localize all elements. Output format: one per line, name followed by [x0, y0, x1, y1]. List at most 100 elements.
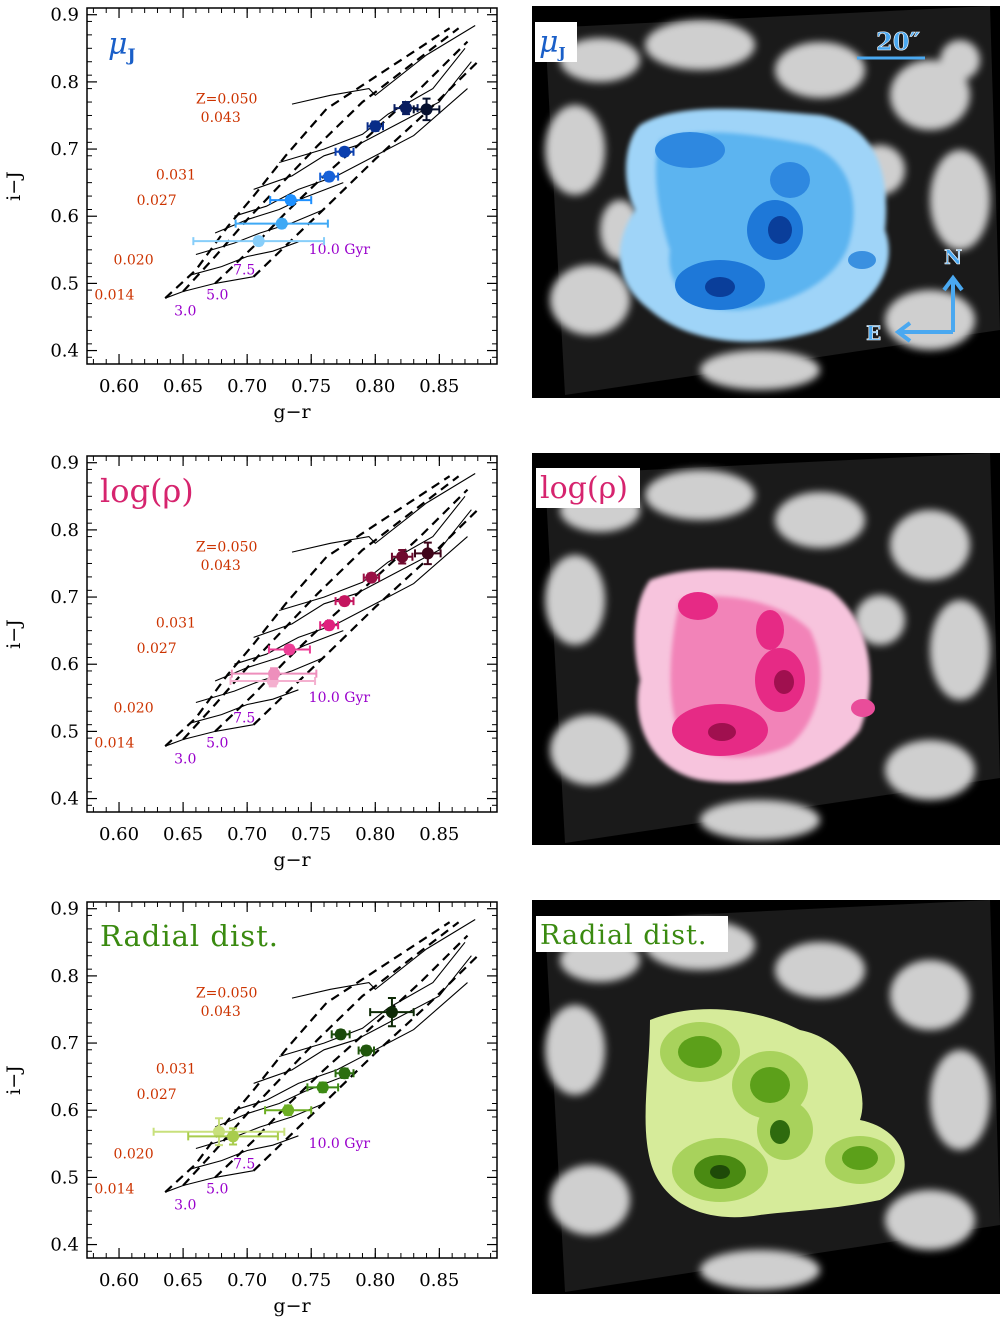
y-tick-label: 0.6: [50, 206, 79, 227]
metallicity-track: [291, 919, 476, 999]
data-point: [366, 120, 384, 133]
x-tick-label: 0.70: [227, 824, 267, 845]
metallicity-label: 0.043: [201, 110, 241, 126]
data-point: [412, 97, 441, 122]
axis-ticks: 0.60 0.65 0.70 0.75 0.80 0.85 0.4 0.5 0.6 0.7 0.8 0…: [50, 899, 497, 1291]
x-tick-label: 0.60: [99, 824, 139, 845]
y-tick-label: 0.4: [50, 1235, 79, 1256]
x-tick-label: 0.60: [99, 1270, 139, 1291]
y-axis-label: i−J: [3, 1065, 25, 1095]
compass: [894, 274, 964, 343]
metallicity-track: [279, 941, 466, 1058]
x-tick-label: 0.60: [99, 376, 139, 397]
density-contours: [634, 569, 875, 783]
galaxy-field: [545, 470, 990, 840]
plot-frame: [86, 7, 498, 365]
radial-contours: [645, 1009, 905, 1218]
x-tick-label: 0.85: [419, 1270, 459, 1291]
x-tick-label: 0.65: [163, 1270, 203, 1291]
age-label: 3.0: [174, 1198, 196, 1214]
data-point: [267, 643, 311, 656]
metallicity-label: 0.043: [201, 1004, 241, 1020]
data-marker: [212, 1125, 225, 1138]
age-label: 7.5: [233, 711, 255, 727]
metallicity-track: [279, 495, 466, 612]
age-label: 10.0 Gyr: [309, 242, 371, 258]
data-point: [269, 194, 313, 207]
galaxy-field: [545, 20, 990, 390]
metallicity-label: Z=0.050: [196, 539, 258, 555]
data-point: [414, 541, 442, 566]
metallicity-label: Z=0.050: [196, 91, 258, 107]
image-title: μJ: [539, 25, 566, 62]
y-tick-label: 0.6: [50, 654, 79, 675]
data-point: [390, 549, 414, 565]
data-points: [152, 997, 415, 1147]
metallicity-track: [234, 982, 468, 1111]
chart-panel-radial-dist: Z=0.050 0.043 0.031 0.027 0.020 0.014 3.0 5.0 7.…: [3, 899, 498, 1317]
plot-frame: [86, 901, 498, 1259]
title-subscript: J: [557, 44, 566, 62]
metallicity-track: [165, 276, 254, 299]
metallicity-track: [195, 1102, 325, 1150]
age-label: 10.0 Gyr: [309, 1136, 371, 1152]
age-label: 7.5: [233, 263, 255, 279]
data-marker: [282, 1104, 295, 1117]
chart-panel-log-rho: Z=0.050 0.043 0.031 0.027 0.020 0.014 3.0 5.0 7.…: [3, 453, 498, 871]
data-point: [334, 145, 355, 158]
metallicity-label: 0.027: [137, 1087, 177, 1103]
data-marker: [420, 103, 433, 116]
data-marker: [385, 1006, 398, 1019]
data-marker: [338, 145, 351, 158]
plot-frame: [86, 455, 498, 813]
x-tick-label: 0.80: [355, 376, 395, 397]
age-isochrone: [182, 921, 460, 1187]
data-marker: [252, 235, 265, 248]
data-point: [369, 997, 415, 1028]
data-marker: [360, 1044, 373, 1057]
title-box: [536, 916, 728, 952]
data-marker: [400, 102, 413, 115]
age-isochrone: [164, 921, 451, 1194]
data-point: [306, 1081, 340, 1094]
data-marker: [369, 120, 382, 133]
y-tick-label: 0.5: [50, 721, 79, 742]
compass-north: N: [944, 245, 962, 269]
panel-title: log(ρ): [100, 472, 194, 510]
data-marker: [338, 595, 351, 608]
x-tick-label: 0.80: [355, 824, 395, 845]
model-grid: Z=0.050 0.043 0.031 0.027 0.020 0.014 3.0 5.0 7.…: [94, 25, 479, 320]
title-subscript: J: [126, 46, 136, 66]
data-marker: [323, 170, 336, 183]
data-point: [319, 619, 340, 632]
age-isochrone: [252, 60, 479, 278]
data-marker: [365, 571, 378, 584]
metallicity-label: 0.020: [114, 253, 154, 269]
y-tick-label: 0.8: [50, 966, 79, 987]
x-tick-label: 0.85: [419, 376, 459, 397]
x-axis-label: g−r: [273, 1295, 311, 1317]
age-label: 3.0: [174, 752, 196, 768]
data-point: [334, 1067, 355, 1080]
x-tick-label: 0.85: [419, 824, 459, 845]
data-marker: [227, 1130, 240, 1143]
x-tick-label: 0.70: [227, 1270, 267, 1291]
metallicity-track: [165, 1170, 254, 1193]
data-marker: [421, 547, 434, 560]
metallicity-label: 0.014: [94, 1182, 134, 1198]
metallicity-track: [291, 473, 476, 553]
age-isochrone: [164, 475, 451, 748]
metallicity-track: [195, 208, 325, 256]
metallicity-label: 0.043: [201, 558, 241, 574]
metallicity-track: [234, 536, 468, 665]
y-tick-label: 0.8: [50, 520, 79, 541]
y-tick-label: 0.6: [50, 1100, 79, 1121]
y-tick-label: 0.7: [50, 587, 79, 608]
data-marker: [268, 667, 281, 680]
metallicity-track: [189, 689, 299, 724]
age-isochrone: [214, 934, 469, 1179]
sky-image-radial-dist: Radial dist.: [532, 900, 1000, 1294]
data-point: [330, 1028, 351, 1041]
metallicity-label: Z=0.050: [196, 985, 258, 1001]
scale-bar-label: 20″: [876, 27, 920, 56]
